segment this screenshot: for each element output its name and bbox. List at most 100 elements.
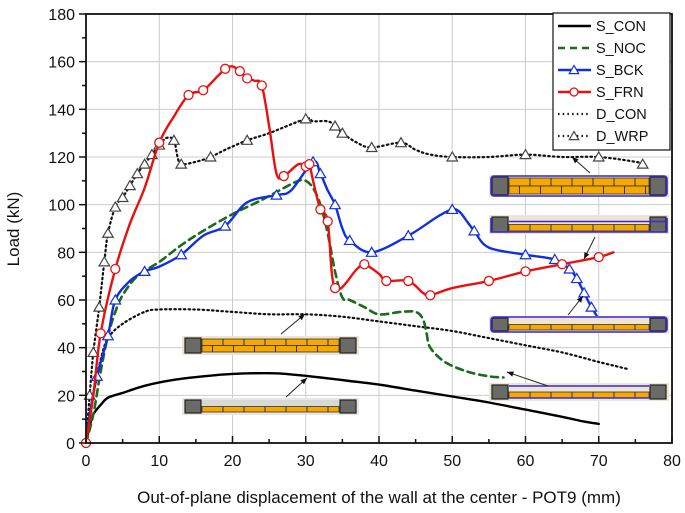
triangle-marker — [218, 219, 232, 231]
inset-single-wythe-s-con — [182, 377, 359, 415]
triangle-marker — [240, 134, 254, 145]
triangle-marker — [563, 262, 576, 274]
arrow-head — [507, 371, 514, 377]
circle-marker — [183, 89, 194, 101]
series-line — [84, 371, 600, 445]
circle-marker — [315, 204, 326, 215]
axis-ticks — [79, 13, 673, 444]
data-series — [80, 63, 649, 449]
triangle-marker — [343, 234, 356, 246]
y-tick-label: 100 — [48, 198, 75, 215]
triangle-marker — [394, 136, 408, 148]
x-tick-label: 80 — [663, 453, 681, 470]
triangle-marker — [109, 293, 122, 305]
triangle-marker — [314, 167, 327, 179]
triangle-marker — [328, 198, 342, 210]
triangle-marker — [336, 126, 349, 138]
triangle-marker — [204, 150, 217, 162]
triangle-marker — [445, 203, 459, 215]
series-s-frn — [80, 63, 615, 449]
circle-marker — [154, 137, 165, 148]
triangle-marker — [299, 112, 313, 124]
triangle-marker — [123, 179, 137, 191]
triangle-marker — [174, 248, 188, 260]
circle-marker — [569, 87, 579, 97]
x-tick-label: 20 — [224, 453, 242, 470]
x-tick-label: 30 — [297, 453, 315, 470]
circle-marker — [381, 275, 392, 287]
triangle-marker — [98, 255, 111, 267]
triangle-marker — [138, 157, 151, 169]
triangle-marker — [568, 130, 580, 141]
circle-marker — [241, 73, 253, 84]
triangle-marker — [592, 150, 606, 162]
legend-item-d-con: D_CON — [558, 107, 647, 123]
legend: S_CON S_NOC S_BCK S_FRN D_CON D_WRP — [552, 12, 671, 151]
legend-item-d-wrp: D_WRP — [558, 129, 648, 145]
triangle-marker — [365, 141, 378, 153]
legend-item-s-con: S_CON — [558, 19, 646, 35]
annotation-arrow — [506, 371, 549, 387]
triangle-marker — [92, 300, 106, 312]
y-tick-label: 0 — [66, 436, 75, 453]
triangle-marker — [402, 229, 415, 241]
inset-single-wythe-front-s-frn — [489, 215, 669, 260]
legend-box — [552, 12, 671, 151]
arrow-head — [584, 252, 590, 259]
arrow-head — [576, 296, 583, 303]
triangle-marker — [116, 191, 129, 203]
circle-marker — [359, 259, 370, 270]
circle-marker — [110, 263, 121, 275]
circle-marker — [220, 63, 231, 74]
circle-marker — [329, 282, 341, 294]
triangle-marker — [577, 286, 591, 298]
x-tick-label: 10 — [150, 453, 168, 470]
circle-marker — [256, 80, 267, 91]
arrow-head — [572, 157, 579, 164]
triangle-marker — [130, 167, 144, 179]
triangle-marker — [138, 265, 151, 276]
triangle-marker — [519, 248, 532, 260]
triangle-marker — [270, 188, 283, 200]
y-tick-label: 120 — [48, 150, 75, 167]
y-tick-label: 60 — [57, 293, 75, 310]
legend-label: S_FRN — [596, 85, 644, 101]
triangle-marker — [167, 134, 181, 145]
circle-marker — [322, 216, 333, 227]
y-tick-labels: 0 20 40 60 80 100 120 140 160 180 — [48, 7, 75, 453]
arrow-head — [298, 314, 305, 321]
series-line — [84, 117, 644, 445]
legend-label: S_NOC — [596, 41, 646, 57]
triangle-marker — [585, 300, 598, 312]
legend-label: D_WRP — [596, 129, 648, 145]
series-s-con — [84, 371, 600, 445]
triangle-marker — [101, 227, 115, 238]
x-tick-label: 70 — [590, 453, 608, 470]
legend-item-s-bck: S_BCK — [558, 63, 644, 79]
inset-single-wythe-noc-s-noc — [489, 371, 669, 401]
y-tick-label: 160 — [48, 55, 75, 72]
circle-marker — [95, 328, 106, 339]
y-tick-label: 40 — [57, 341, 75, 358]
x-tick-labels: 0 10 20 30 40 50 60 70 80 — [82, 453, 681, 470]
y-tick-label: 180 — [48, 7, 75, 24]
circle-marker — [425, 290, 436, 301]
arrow-head — [300, 378, 307, 385]
circle-marker — [304, 158, 315, 170]
wall-section-insets — [182, 156, 669, 415]
triangle-marker — [109, 200, 122, 212]
inset-double-wythe-wrapped-d-wrp — [489, 156, 669, 197]
circle-marker — [403, 275, 414, 287]
inset-double-wythe-d-con — [182, 313, 359, 355]
y-axis-title: Load (kN) — [4, 192, 23, 267]
triangle-marker — [365, 246, 378, 257]
legend-label: S_BCK — [596, 63, 644, 79]
y-tick-label: 80 — [57, 245, 75, 262]
circle-marker — [593, 251, 604, 263]
legend-label: D_CON — [596, 107, 647, 123]
legend-item-s-frn: S_FRN — [558, 85, 644, 101]
circle-marker — [198, 85, 209, 96]
legend-item-s-noc: S_NOC — [558, 41, 646, 57]
x-tick-label: 60 — [517, 453, 535, 470]
